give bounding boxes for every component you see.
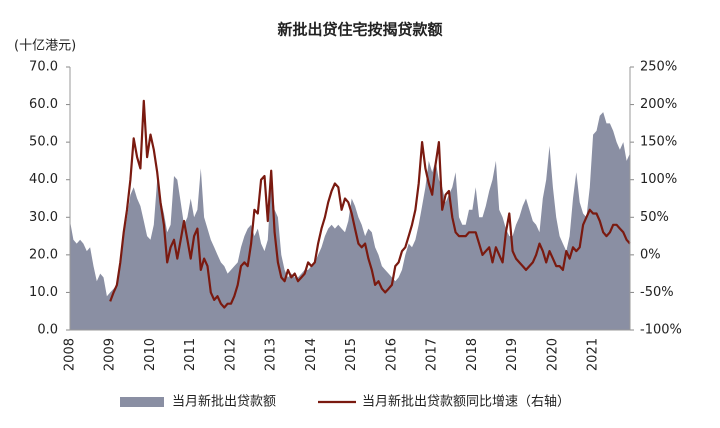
legend-swatch — [120, 397, 164, 407]
y-tick-label: 50.0 — [29, 135, 58, 150]
y-tick-label: 40.0 — [29, 172, 58, 187]
chart-title: 新批出贷住宅按揭贷款额 — [277, 21, 442, 39]
line — [109, 99, 631, 309]
area — [70, 112, 630, 330]
x-tick-label: 2014 — [304, 338, 319, 371]
y2-tick-label: -50% — [640, 285, 674, 300]
x-tick-label: 2016 — [384, 338, 399, 371]
y2-tick-label: 100% — [640, 172, 677, 187]
y2-tick-label: -100% — [640, 323, 682, 338]
x-tick-label: 2008 — [63, 338, 78, 371]
x-tick-label: 2017 — [425, 338, 440, 371]
x-tick-label: 2013 — [264, 338, 279, 371]
x-tick-label: 2010 — [143, 338, 158, 371]
x-tick-label: 2019 — [505, 338, 520, 371]
x-tick-label: 2015 — [344, 338, 359, 371]
y-tick-label: 20.0 — [29, 247, 58, 262]
legend-label: 当月新批出贷款额同比增速（右轴） — [362, 394, 570, 410]
y2-tick-label: 200% — [640, 97, 677, 112]
y-tick-label: 10.0 — [29, 285, 58, 300]
x-tick-label: 2009 — [103, 338, 118, 371]
legend-label: 当月新批出贷款额 — [172, 394, 276, 410]
y2-tick-label: 150% — [640, 135, 677, 150]
y2-tick-label: 250% — [640, 60, 677, 75]
x-tick-label: 2011 — [183, 338, 198, 371]
y2-tick-label: 0% — [640, 247, 661, 262]
y-tick-label: 0.0 — [37, 323, 58, 338]
y2-tick-label: 50% — [640, 210, 669, 225]
y-tick-label: 30.0 — [29, 210, 58, 225]
y-tick-label: 60.0 — [29, 97, 58, 112]
x-tick-label: 2021 — [586, 338, 601, 371]
y-tick-label: 70.0 — [29, 60, 58, 75]
x-tick-label: 2012 — [223, 338, 238, 371]
x-tick-label: 2018 — [465, 338, 480, 371]
x-tick-label: 2020 — [545, 338, 560, 371]
y-axis-label: (十亿港元) — [14, 39, 76, 54]
